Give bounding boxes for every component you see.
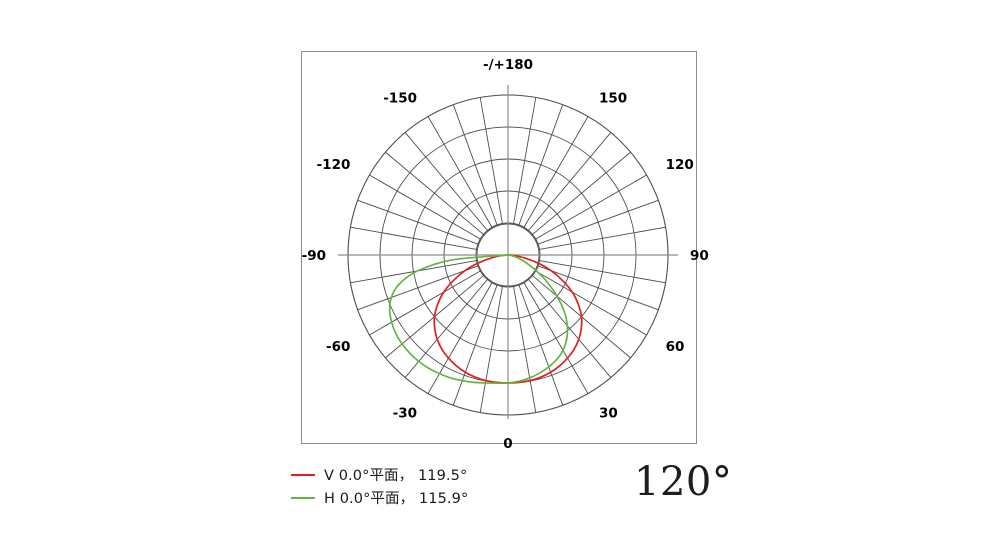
legend-swatch-h-icon — [291, 496, 315, 499]
plot-frame — [301, 51, 697, 444]
legend-label-h: H 0.0°平面， 115.9° — [324, 491, 469, 507]
beam-angle-value: 120° — [634, 459, 733, 505]
legend: V 0.0°平面， 119.5° H 0.0°平面， 115.9° — [291, 463, 621, 509]
legend-swatch-v-icon — [291, 473, 315, 476]
legend-item-v: V 0.0°平面， 119.5° — [291, 463, 621, 486]
legend-label-v: V 0.0°平面， 119.5° — [324, 468, 468, 484]
legend-item-h: H 0.0°平面， 115.9° — [291, 486, 621, 509]
